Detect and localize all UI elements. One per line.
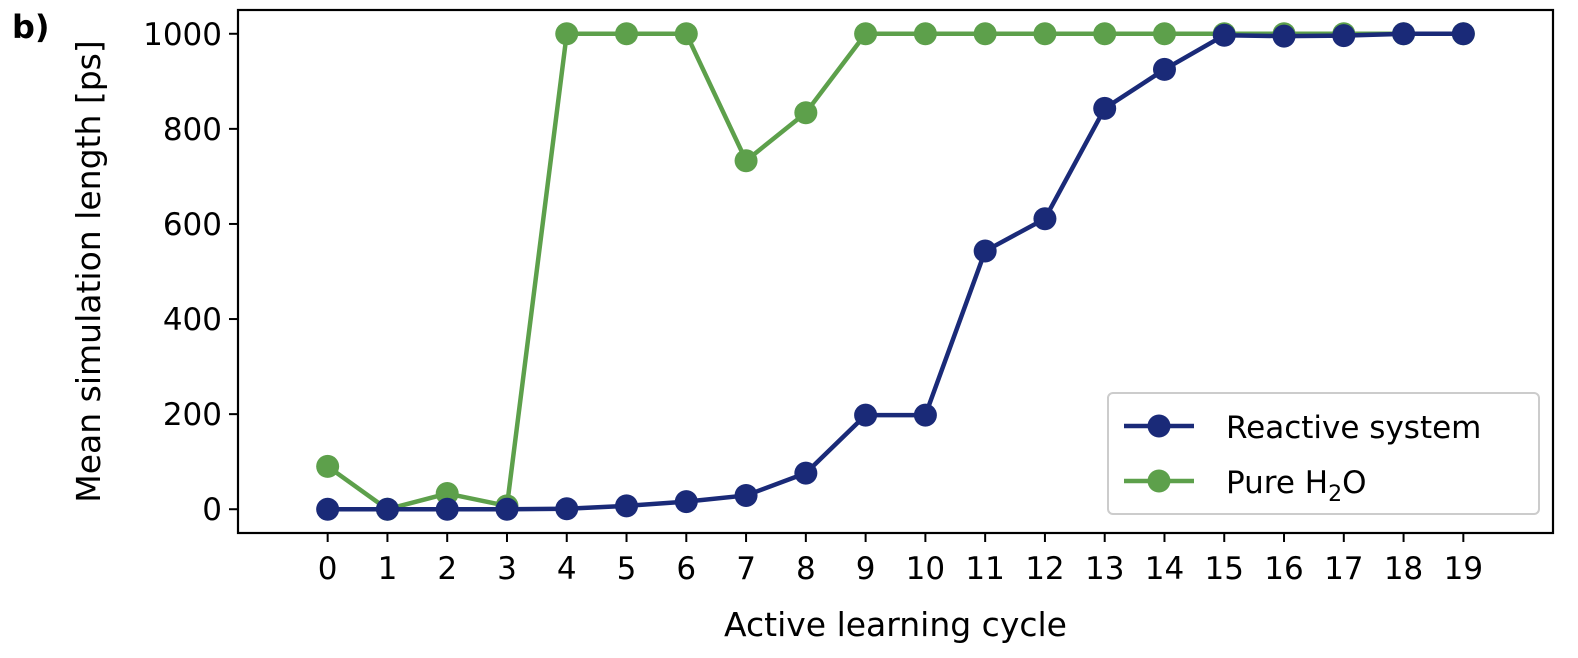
legend-marker-pure-h2o — [1147, 469, 1171, 493]
x-tick-label: 15 — [1205, 551, 1244, 587]
data-point-pure-h2o — [1152, 22, 1176, 46]
x-tick-label: 5 — [617, 551, 637, 587]
data-point-reactive-system — [1272, 24, 1296, 48]
data-point-pure-h2o — [316, 454, 340, 478]
x-tick-label: 11 — [965, 551, 1004, 587]
y-tick-label: 200 — [163, 397, 222, 433]
x-tick-label: 19 — [1444, 551, 1483, 587]
data-point-pure-h2o — [1033, 22, 1057, 46]
x-tick-label: 3 — [497, 551, 517, 587]
x-tick-label: 1 — [378, 551, 398, 587]
x-tick-label: 16 — [1264, 551, 1303, 587]
y-tick-label: 1000 — [143, 17, 222, 53]
data-point-reactive-system — [973, 239, 997, 263]
data-point-pure-h2o — [1093, 22, 1117, 46]
y-tick-label: 400 — [163, 302, 222, 338]
data-point-reactive-system — [375, 497, 399, 521]
data-point-reactive-system — [435, 497, 459, 521]
x-tick-label: 9 — [856, 551, 876, 587]
data-point-reactive-system — [794, 461, 818, 485]
data-point-reactive-system — [913, 403, 937, 427]
data-point-reactive-system — [1033, 207, 1057, 231]
x-tick-label: 13 — [1085, 551, 1124, 587]
data-point-pure-h2o — [734, 149, 758, 173]
data-point-reactive-system — [555, 497, 579, 521]
legend-label-pure-h2o: Pure H2O — [1226, 465, 1367, 507]
y-tick-label: 800 — [163, 112, 222, 148]
data-point-reactive-system — [674, 490, 698, 514]
x-axis-label: Active learning cycle — [724, 605, 1067, 644]
data-point-reactive-system — [1332, 24, 1356, 48]
x-tick-label: 10 — [906, 551, 945, 587]
data-point-pure-h2o — [794, 101, 818, 125]
y-tick-label: 600 — [163, 207, 222, 243]
data-point-pure-h2o — [854, 22, 878, 46]
x-tick-label: 18 — [1384, 551, 1423, 587]
data-point-reactive-system — [1152, 57, 1176, 81]
data-point-pure-h2o — [615, 22, 639, 46]
data-point-reactive-system — [615, 494, 639, 518]
legend-label-reactive-system: Reactive system — [1226, 410, 1481, 446]
x-tick-label: 12 — [1025, 551, 1064, 587]
data-point-reactive-system — [1451, 22, 1475, 46]
legend-box — [1107, 392, 1540, 515]
x-tick-label: 2 — [437, 551, 457, 587]
data-point-reactive-system — [1093, 96, 1117, 120]
y-axis-label: Mean simulation length [ps] — [69, 40, 108, 502]
x-tick-label: 6 — [676, 551, 696, 587]
x-tick-label: 4 — [557, 551, 577, 587]
data-point-pure-h2o — [674, 22, 698, 46]
x-tick-label: 17 — [1324, 551, 1363, 587]
x-tick-label: 8 — [796, 551, 816, 587]
y-tick-label: 0 — [202, 492, 222, 528]
x-tick-label: 7 — [736, 551, 756, 587]
data-point-reactive-system — [734, 483, 758, 507]
data-point-pure-h2o — [913, 22, 937, 46]
x-tick-label: 0 — [318, 551, 338, 587]
data-point-reactive-system — [1212, 23, 1236, 47]
x-tick-label: 14 — [1145, 551, 1184, 587]
data-point-reactive-system — [1392, 22, 1416, 46]
plot-frame — [236, 8, 1555, 535]
data-point-pure-h2o — [555, 22, 579, 46]
data-point-reactive-system — [316, 497, 340, 521]
panel-label: b) — [12, 8, 50, 46]
data-point-reactive-system — [495, 497, 519, 521]
data-point-pure-h2o — [973, 22, 997, 46]
legend-marker-reactive-system — [1147, 414, 1171, 438]
data-point-reactive-system — [854, 403, 878, 427]
